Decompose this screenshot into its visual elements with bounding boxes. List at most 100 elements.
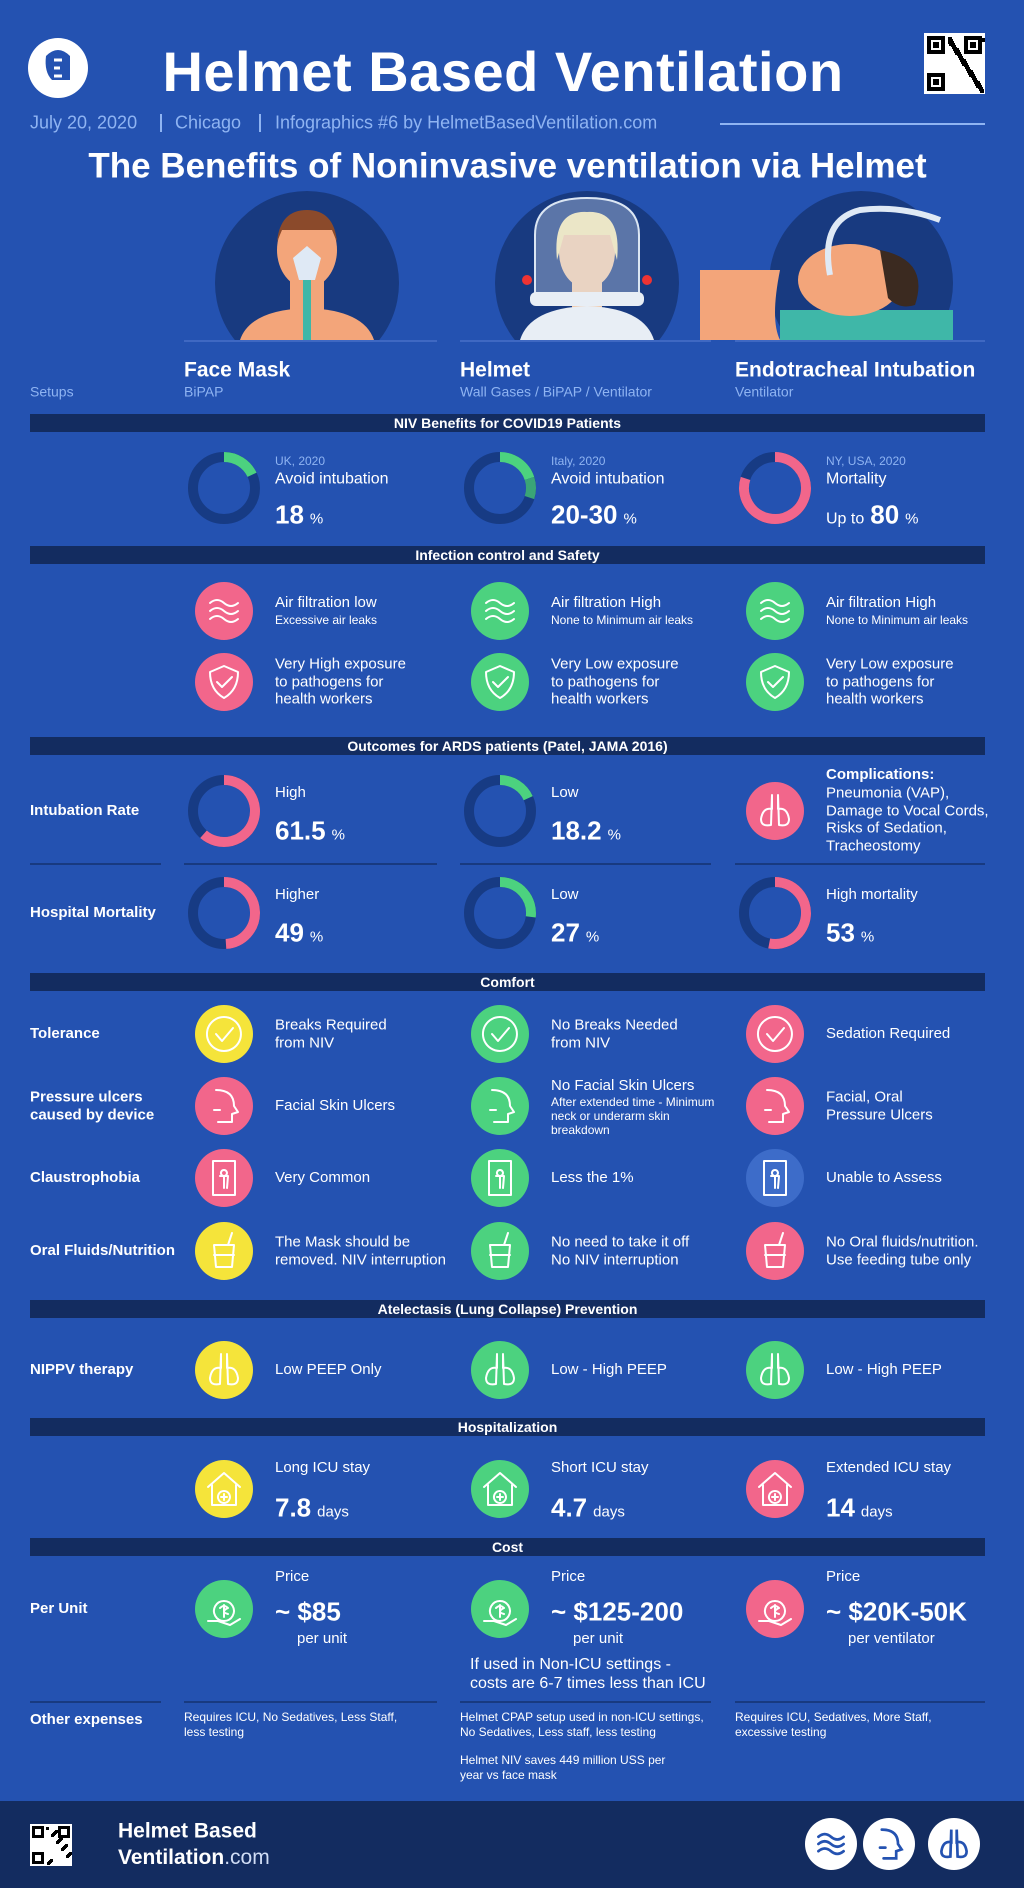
value-line: 20-30% <box>551 500 643 531</box>
cell-text: Low - High PEEP <box>551 1361 667 1379</box>
section-bar: Outcomes for ARDS patients (Patel, JAMA … <box>30 737 985 755</box>
valve <box>522 275 532 285</box>
unit: % <box>905 510 919 528</box>
cell-text: Air filtration High <box>826 594 937 612</box>
icon-glyph <box>489 1089 515 1123</box>
icon-glyph <box>758 1472 792 1506</box>
section-bar: Atelectasis (Lung Collapse) Prevention <box>30 1300 985 1318</box>
cell-label: Avoid intubation <box>551 470 665 488</box>
icon-circle <box>746 1077 804 1135</box>
icon <box>195 1580 253 1638</box>
qr-dot <box>949 42 953 46</box>
icon <box>471 1341 529 1399</box>
icon-glyph <box>213 1089 239 1123</box>
section-bar: NIV Benefits for COVID19 Patients <box>30 414 985 432</box>
cell-note: None to Minimum air leaks <box>551 612 694 627</box>
section-bar: Hospitalization <box>30 1418 985 1436</box>
tube <box>303 280 311 340</box>
icon-circle <box>195 1341 253 1399</box>
row-label: Intubation Rate <box>30 802 140 820</box>
separator <box>735 1701 985 1703</box>
icon <box>746 1149 804 1207</box>
icon <box>195 1222 253 1280</box>
cell-label: Short ICU stay <box>551 1459 649 1477</box>
icon-glyph <box>756 1016 793 1052</box>
qr-finder-core <box>933 79 939 85</box>
price: ~ $85 <box>275 1596 341 1627</box>
footer-icon <box>805 1818 857 1870</box>
icon <box>746 782 804 840</box>
icon-circle <box>471 1341 529 1399</box>
footer-brand: Helmet Based <box>118 1819 257 1843</box>
subtitle: The Benefits of Noninvasive ventilation … <box>88 146 927 186</box>
value: 53 <box>826 917 855 948</box>
footer-icon <box>928 1818 980 1870</box>
unit: % <box>309 928 324 946</box>
section-bar: Infection control and Safety <box>30 546 985 564</box>
separator <box>460 1701 711 1703</box>
cell-text: Low - High PEEP <box>826 1361 942 1379</box>
qr-dot <box>69 1852 72 1855</box>
cost-note: If used in Non-ICU settings - costs are … <box>470 1656 706 1692</box>
qr-dot <box>55 1830 58 1833</box>
icon-glyph <box>758 1600 792 1626</box>
source: UK, 2020 <box>275 453 326 468</box>
cell-note: Excessive air leaks <box>275 612 378 627</box>
qr-dot <box>46 1827 49 1830</box>
icon-circle <box>471 1077 529 1135</box>
icon-glyph <box>485 665 515 699</box>
cell-label: Avoid intubation <box>275 470 389 488</box>
donut-arc <box>223 877 260 949</box>
unit: days <box>317 1503 349 1521</box>
donut <box>188 775 260 847</box>
setup-detail: BiPAP <box>184 383 224 400</box>
icon <box>471 1460 529 1518</box>
qr-dot <box>50 1859 53 1862</box>
setup-detail: Wall Gases / BiPAP / Ventilator <box>460 383 652 400</box>
icon <box>471 582 529 640</box>
date: July 20, 2020 <box>30 112 138 133</box>
row-label: Pressure ulcers caused by device <box>30 1088 155 1123</box>
unit: days <box>593 1503 625 1521</box>
footer-icon-circle <box>863 1818 915 1870</box>
icon-glyph <box>760 1353 790 1386</box>
cell-text: No need to take it off No NIV interrupti… <box>551 1233 690 1268</box>
icon-glyph <box>481 1016 518 1052</box>
location: Chicago <box>175 112 242 133</box>
icon <box>746 582 804 640</box>
row-label: Hospital Mortality <box>30 904 156 922</box>
donut <box>739 452 811 524</box>
donut <box>464 877 536 949</box>
other-expense: Helmet NIV saves 449 million USS per yea… <box>460 1753 666 1782</box>
icon-glyph <box>483 1600 517 1626</box>
cell-label: Low <box>551 886 579 904</box>
price: ~ $125-200 <box>551 1596 684 1627</box>
other-expense: Helmet CPAP setup used in non-ICU settin… <box>460 1710 704 1739</box>
unit: days <box>860 1503 893 1521</box>
donut <box>188 452 260 524</box>
donut-arc <box>768 877 811 949</box>
icon-glyph <box>209 1353 239 1386</box>
value-line: 4.7 days <box>551 1493 631 1524</box>
icon <box>746 1460 804 1518</box>
icon <box>195 582 253 640</box>
value-line: 18.2% <box>551 816 627 847</box>
value-line: 27% <box>551 918 605 949</box>
icon <box>195 1460 253 1518</box>
complications-text: Pneumonia (VAP), Damage to Vocal Cords, … <box>826 784 989 855</box>
value-line: 18% <box>275 500 329 531</box>
donut <box>464 452 536 524</box>
price: ~ $20K-50K <box>826 1596 967 1627</box>
donut-arc <box>524 476 536 500</box>
cell-label: Low <box>551 784 579 802</box>
setup-name: Helmet <box>460 358 531 382</box>
setup-name: Face Mask <box>184 358 291 382</box>
icon-glyph <box>764 1232 786 1268</box>
cell-label: Price <box>551 1568 586 1586</box>
icon-glyph <box>209 599 239 623</box>
icon-circle <box>471 1005 529 1063</box>
icon-glyph <box>489 1232 511 1268</box>
footer-suffix: .com <box>224 1846 270 1869</box>
icon <box>746 1341 804 1399</box>
